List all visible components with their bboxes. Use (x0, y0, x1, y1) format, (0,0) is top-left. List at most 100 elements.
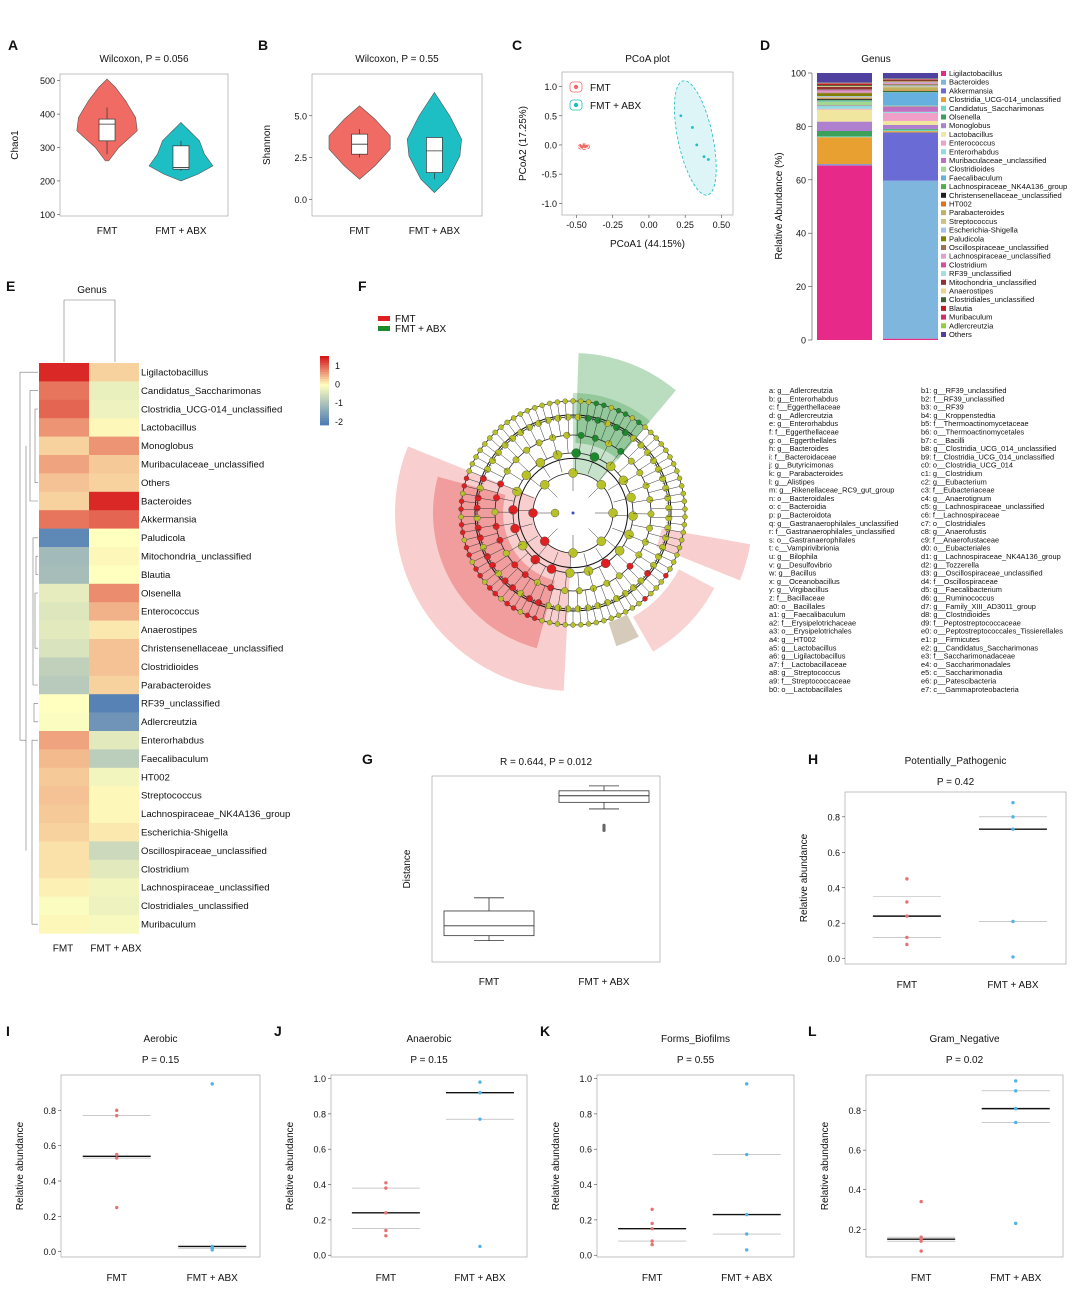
clade-label: x: g__Oceanobacillus (769, 577, 840, 586)
data-point (745, 1232, 749, 1236)
data-point (650, 1239, 654, 1243)
y-tick-label: 0.6 (827, 848, 840, 858)
clade-label-taxon: o__Eubacteriales (933, 544, 990, 553)
tree-node (528, 508, 538, 518)
bar-segment (817, 73, 872, 83)
tree-node (596, 536, 606, 546)
clade-label-key: a0 (769, 602, 777, 611)
heatmap-row-label: Clostridiales_unclassified (141, 901, 249, 912)
tree-node (630, 584, 637, 592)
tree-node (496, 536, 504, 544)
clade-label-taxon: g__Oscillospiraceae_unclassified (933, 569, 1042, 578)
clade-label: a2: f__Erysipelotrichaceae (769, 618, 856, 627)
heatmap-cell (39, 749, 89, 769)
bar-segment (817, 96, 872, 97)
legend-swatch (941, 323, 946, 329)
heatmap-cell (89, 381, 139, 401)
heatmap-row-label: RF39_unclassified (141, 699, 220, 710)
clade-label: m: g__Rikenellaceae_RC9_gut_group (769, 486, 894, 495)
clade-label-key: b8 (921, 444, 929, 453)
clade-label-key: a5 (769, 643, 777, 652)
clade-label-key: e7 (921, 685, 929, 694)
tree-node (564, 605, 572, 613)
clade-label-key: d6 (921, 594, 929, 603)
clade-label-key: o (769, 502, 773, 511)
data-point (905, 914, 909, 918)
clade-label-sep: : (929, 452, 933, 461)
data-point (905, 942, 909, 947)
clade-label-taxon: o__Erysipelotrichales (781, 627, 852, 636)
tree-node (659, 475, 667, 482)
bar-segment (817, 93, 872, 97)
clade-label-taxon: g__Clostridium (933, 469, 982, 478)
tree-node (521, 470, 532, 480)
color-bar-step (320, 372, 329, 375)
clade-label-sep: : (929, 511, 933, 520)
heatmap-row-label: Muribaculaceae_unclassified (141, 460, 264, 471)
x-tick-label: -0.25 (602, 220, 623, 230)
color-bar-step (320, 356, 329, 359)
tree-edge (500, 584, 513, 599)
tree-node (627, 457, 635, 465)
bar-segment (883, 131, 938, 133)
clade-label: b0: o__Lactobacillales (769, 685, 842, 694)
heatmap-row-label: Faecalibaculum (141, 754, 208, 765)
legend-label: Candidatus_Saccharimonas (949, 104, 1044, 113)
tree-edge (592, 604, 597, 623)
color-bar-step (320, 399, 329, 403)
pcoa-point (695, 143, 699, 147)
data-point (905, 935, 909, 940)
clade-label: b9: f__Clostridia_UCG_014_unclassified (921, 452, 1054, 461)
tree-node (642, 596, 648, 602)
clade-label-taxon: f__Anaerofustaceae (933, 535, 999, 544)
panel-a: Wilcoxon, P = 0.056 Chao1 100 200 300 400 500 F… (10, 54, 229, 237)
y-tick-label: 2.5 (294, 153, 307, 163)
x-tick-label: FMT + ABX (990, 1273, 1042, 1284)
bar-segment (883, 92, 938, 106)
tree-edge (534, 601, 542, 619)
tree-node (594, 416, 602, 424)
tree-node (565, 568, 575, 578)
tree-node (460, 490, 466, 497)
bar-segment (883, 84, 938, 86)
clade-label-sep: : (773, 594, 777, 603)
tree-node (648, 590, 654, 597)
legend-swatch-abx (378, 326, 390, 331)
heatmap-cell (89, 896, 139, 916)
tree-node (583, 566, 594, 576)
tree-edge (461, 501, 480, 504)
boxplot (558, 790, 650, 803)
y-tick-label: 100 (791, 69, 806, 79)
tree-edge (462, 493, 481, 497)
clade-label-key: b3 (921, 403, 929, 412)
boxplot (172, 145, 190, 170)
color-bar-label: 1 (335, 361, 340, 371)
tree-node (484, 466, 491, 473)
tree-node (540, 536, 550, 546)
color-bar-step (320, 369, 329, 373)
clade-label-taxon: g__Bilophila (777, 552, 818, 561)
bar-segment (883, 78, 938, 80)
panel-h: Potentially_Pathogenic P = 0.42 Relative a… (799, 756, 1067, 991)
tree-node (571, 448, 581, 458)
plot-frame (330, 1074, 528, 1258)
legend-label: Blautia (949, 304, 973, 313)
clade-label-key: b0 (769, 685, 777, 694)
data-point (745, 1212, 749, 1217)
x-tick-label: FMT + ABX (454, 1273, 506, 1284)
clade-label-sep: : (929, 477, 933, 486)
data-point (650, 1207, 654, 1211)
tree-node (523, 446, 531, 454)
tree-node (473, 514, 481, 522)
heatmap-cell (89, 841, 139, 861)
heatmap-row-label: Paludicola (141, 533, 186, 544)
tree-edge (638, 580, 651, 594)
clade-label-taxon: g__Lactobacillus (781, 643, 836, 652)
tree-edge (520, 413, 530, 431)
bar-segment (817, 82, 872, 84)
bar-segment (817, 136, 872, 138)
tree-node (663, 447, 669, 454)
tree-node (504, 419, 510, 426)
tree-edge (657, 463, 674, 473)
heatmap-title: Genus (77, 285, 106, 296)
